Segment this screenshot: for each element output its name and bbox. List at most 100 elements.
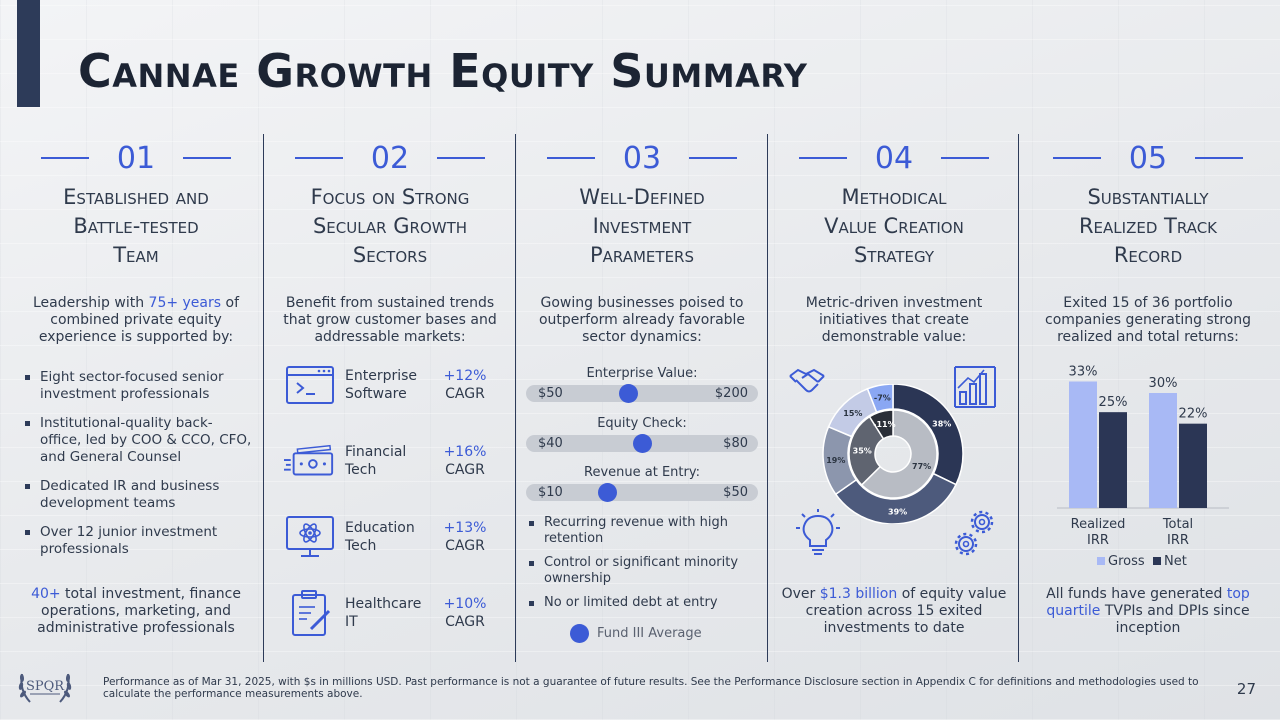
sector-growth: +12% <box>443 368 487 384</box>
legend-label: Net <box>1164 554 1187 569</box>
bar-net <box>1179 423 1207 508</box>
value-creation-donut-chart: 38% 39% 19% 15% -7% 77% 35% -11% <box>822 384 964 524</box>
column-closing: Over $1.3 billion of equity value creati… <box>781 586 1007 636</box>
sector-growth: +16% <box>443 444 487 460</box>
column-closing: 40+ total investment, finance operations… <box>31 586 241 636</box>
list-item: Institutional-quality back-office, led b… <box>22 415 254 466</box>
column-intro: Metric-driven investment initiatives tha… <box>805 295 983 345</box>
column-title: Established and Battle-tested Team <box>63 185 209 267</box>
sector-name: Financial Tech <box>345 444 407 478</box>
inner-donut-slice <box>848 415 885 486</box>
column-closing: All funds have generated top quartile TV… <box>1046 586 1250 636</box>
column-divider <box>1018 134 1019 662</box>
sector-name: Education Tech <box>345 520 415 554</box>
sector-financial-tech: Financial Tech +16% CAGR <box>284 433 504 489</box>
list-item: Control or significant minority ownershi… <box>526 555 762 587</box>
column-value-creation: 04 Methodical Value Creation Strategy Me… <box>768 134 1020 662</box>
legend-swatch <box>1097 557 1105 565</box>
column-title: Well-Defined Investment Parameters <box>579 185 705 267</box>
legend-label: Fund III Average <box>597 626 702 641</box>
cash-icon <box>284 437 336 485</box>
slider-label: Enterprise Value: <box>586 366 698 381</box>
legend-dot <box>570 624 589 643</box>
sector-enterprise-software: Enterprise Software +12% CAGR <box>284 357 504 413</box>
slider-track: $40 $80 <box>526 434 758 453</box>
sector-education-tech: Education Tech +13% CAGR <box>284 509 504 565</box>
bar-data-label: 33% <box>1069 365 1098 380</box>
list-item: No or limited debt at entry <box>526 595 762 611</box>
category-label: Total <box>1162 517 1193 532</box>
column-divider <box>767 134 768 662</box>
legend-swatch <box>1153 557 1161 565</box>
column-title: Focus on Strong Secular Growth Sectors <box>310 185 470 267</box>
slider-min: $50 <box>538 386 563 401</box>
column-divider <box>515 134 516 662</box>
bar-data-label: 22% <box>1179 407 1208 422</box>
sector-growth: +13% <box>443 520 487 536</box>
page-number: 27 <box>1236 680 1256 698</box>
category-label: IRR <box>1087 533 1109 548</box>
outer-donut-slice-label: -7% <box>874 393 891 402</box>
parameter-bullets: Recurring revenue with high retention Co… <box>526 515 762 623</box>
software-window-icon <box>284 361 336 409</box>
team-bullets: Eight sector-focused senior investment p… <box>22 369 254 558</box>
slider-track: $10 $50 <box>526 483 758 502</box>
inner-donut-slice-label: 77% <box>912 462 931 471</box>
sector-unit: CAGR <box>445 462 485 478</box>
column-title: Methodical Value Creation Strategy <box>824 185 964 267</box>
slider-dot <box>633 434 652 453</box>
slider-track: $50 $200 <box>526 384 758 403</box>
bar-gross <box>1149 393 1177 508</box>
slider-dot <box>598 483 618 502</box>
sector-growth: +10% <box>443 596 487 612</box>
clipboard-icon <box>284 589 336 637</box>
column-parameters: 03 Well-Defined Investment Parameters Go… <box>516 134 768 662</box>
gears-icon <box>954 510 994 556</box>
outer-donut-slice <box>866 384 894 414</box>
outer-donut-slice-label: 38% <box>932 420 951 429</box>
legend-label: Gross <box>1108 554 1145 569</box>
spqr-logo: SPQR <box>18 673 72 703</box>
bar-data-label: 25% <box>1099 395 1128 410</box>
outer-donut-slice-label: 19% <box>826 456 845 465</box>
bar-gross <box>1069 381 1097 508</box>
sector-unit: CAGR <box>445 386 485 402</box>
inner-donut-slice <box>860 409 938 499</box>
column-intro: Exited 15 of 36 portfolio companies gene… <box>1045 295 1251 345</box>
atom-monitor-icon <box>284 513 336 561</box>
slider-revenue-at-entry: Revenue at Entry: $10 $50 <box>516 465 768 502</box>
outer-donut-slice-label: 15% <box>843 409 862 418</box>
list-item: Over 12 junior investment professionals <box>22 524 254 558</box>
page-title: Cannae Growth Equity Summary <box>78 44 808 98</box>
slider-min: $10 <box>538 485 563 500</box>
slider-dot <box>619 384 639 403</box>
sector-name: Healthcare IT <box>345 596 422 630</box>
slider-max: $200 <box>714 386 748 401</box>
sector-unit: CAGR <box>445 614 485 630</box>
outer-donut-slice-label: 39% <box>888 507 907 516</box>
column-title: Substantially Realized Track Record <box>1078 185 1218 267</box>
column-number: 05 <box>1128 140 1168 176</box>
column-number: 02 <box>370 140 410 176</box>
column-intro: Benefit from sustained trends that grow … <box>283 295 497 345</box>
bar-net <box>1099 412 1127 508</box>
inner-donut-slice <box>868 409 894 440</box>
inner-donut-slice-label: -11% <box>873 420 895 429</box>
category-label: IRR <box>1167 533 1189 548</box>
column-divider <box>263 134 264 662</box>
sector-name: Enterprise Software <box>345 368 418 402</box>
slider-label: Revenue at Entry: <box>584 465 700 480</box>
column-team: 01 Established and Battle-tested Team Le… <box>10 134 262 662</box>
list-item: Eight sector-focused senior investment p… <box>22 369 254 403</box>
column-intro: Leadership with 75+ years of combined pr… <box>32 295 240 345</box>
slider-max: $80 <box>723 436 748 451</box>
footer-disclaimer: Performance as of Mar 31, 2025, with $s … <box>103 676 1199 700</box>
list-item: Dedicated IR and business development te… <box>22 478 254 512</box>
sector-healthcare-it: Healthcare IT +10% CAGR <box>284 585 504 641</box>
accent-bar <box>17 0 40 107</box>
column-sectors: 02 Focus on Strong Secular Growth Sector… <box>264 134 516 662</box>
lightbulb-icon <box>796 509 840 555</box>
column-intro: Gowing businesses poised to outperform a… <box>538 295 746 345</box>
sector-unit: CAGR <box>445 538 485 554</box>
